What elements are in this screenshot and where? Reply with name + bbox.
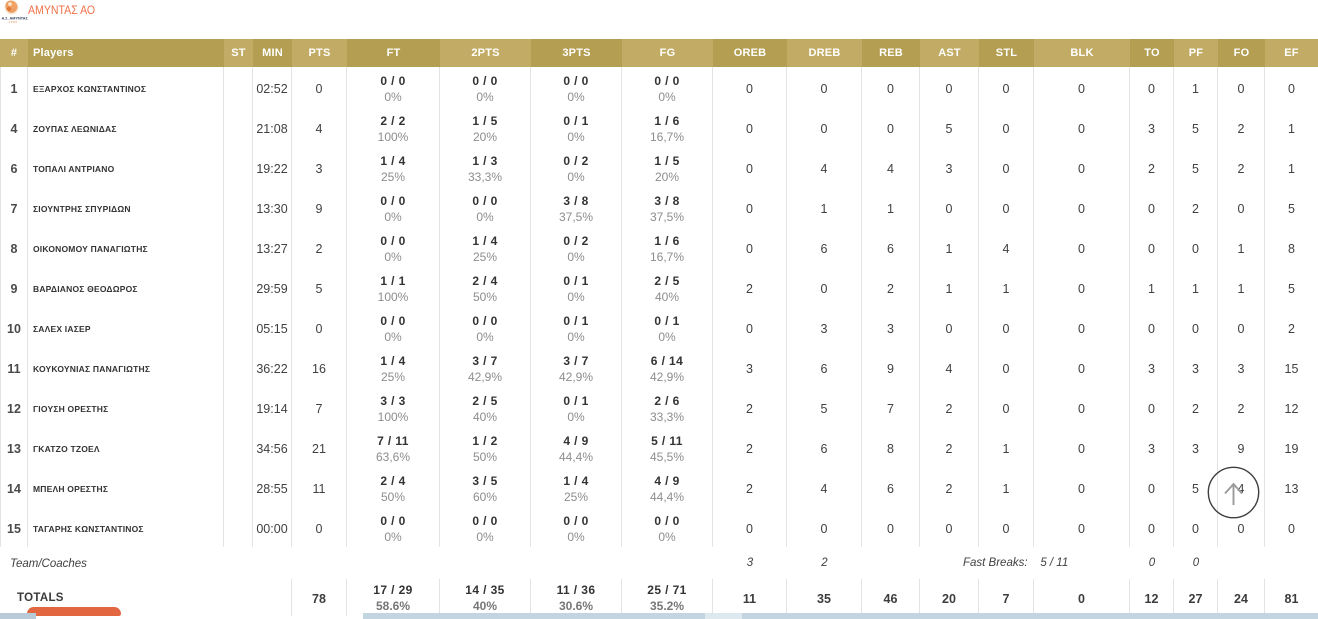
- svg-text:1930: 1930: [9, 19, 18, 23]
- svg-text:Α.Σ. ΑΜΥΝΤΑΣ: Α.Σ. ΑΜΥΝΤΑΣ: [2, 16, 29, 20]
